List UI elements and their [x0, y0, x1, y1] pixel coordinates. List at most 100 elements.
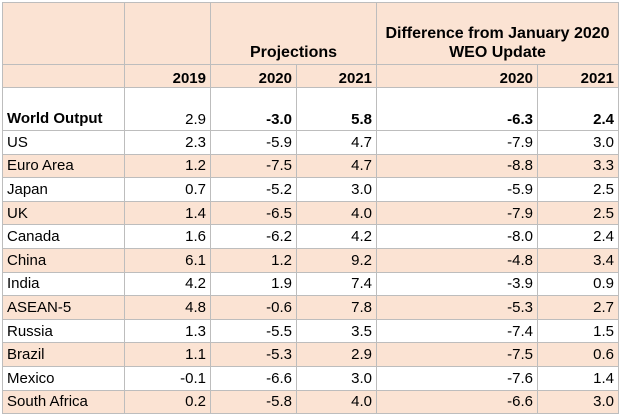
value-2020-diff: -6.6 [376, 389, 539, 415]
table-row: UK 1.4 -6.5 4.0 -7.9 2.5 [2, 200, 620, 226]
row-name: South Africa [2, 389, 125, 415]
value-2021-diff: 3.0 [537, 389, 620, 415]
value-2021-proj: 2.9 [295, 342, 378, 367]
value-2021-proj: 5.8 [295, 87, 378, 131]
value-2020-diff: -7.6 [376, 365, 539, 391]
year-header-2020-proj: 2020 [210, 64, 297, 88]
value-2019: 0.2 [124, 389, 211, 415]
value-2021-diff: 0.6 [537, 342, 620, 367]
table-row: Russia 1.3 -5.5 3.5 -7.4 1.5 [2, 318, 620, 344]
value-2020-diff: -8.0 [376, 224, 539, 249]
value-2021-diff: 2.4 [537, 87, 620, 131]
value-2020-proj: -3.0 [210, 87, 297, 131]
table-row: Canada 1.6 -6.2 4.2 -8.0 2.4 [2, 224, 620, 249]
value-2020-diff: -5.3 [376, 295, 539, 320]
value-2020-diff: -7.5 [376, 342, 539, 367]
year-header-2021-proj: 2021 [295, 64, 378, 88]
value-2021-proj: 3.0 [295, 177, 378, 202]
value-2019: 4.2 [124, 271, 211, 297]
row-name: World Output [2, 87, 125, 131]
header-blank-cell [124, 2, 211, 65]
value-2021-diff: 2.4 [537, 224, 620, 249]
value-2021-proj: 4.7 [295, 153, 378, 179]
value-2020-proj: -5.9 [210, 130, 297, 155]
value-2020-diff: -7.4 [376, 318, 539, 344]
year-header-2019: 2019 [124, 64, 211, 88]
value-2020-diff: -5.9 [376, 177, 539, 202]
value-2021-diff: 2.7 [537, 295, 620, 320]
value-2021-diff: 3.0 [537, 130, 620, 155]
value-2020-proj: -7.5 [210, 153, 297, 179]
header-blank-cell [2, 2, 125, 65]
value-2021-proj: 3.5 [295, 318, 378, 344]
value-2020-proj: -6.5 [210, 200, 297, 226]
value-2020-proj: -6.6 [210, 365, 297, 391]
value-2021-proj: 4.7 [295, 130, 378, 155]
value-2020-proj: -0.6 [210, 295, 297, 320]
value-2021-proj: 4.2 [295, 224, 378, 249]
header-row-groups: Projections Difference from January 2020… [2, 2, 620, 65]
value-2019: 1.6 [124, 224, 211, 249]
table-row: China 6.1 1.2 9.2 -4.8 3.4 [2, 247, 620, 273]
value-2019: 1.3 [124, 318, 211, 344]
table-row: Euro Area 1.2 -7.5 4.7 -8.8 3.3 [2, 153, 620, 179]
row-name: Euro Area [2, 153, 125, 179]
value-2020-diff: -7.9 [376, 130, 539, 155]
row-name: Russia [2, 318, 125, 344]
table-row: Mexico -0.1 -6.6 3.0 -7.6 1.4 [2, 365, 620, 391]
row-name: US [2, 130, 125, 155]
row-name: Japan [2, 177, 125, 202]
difference-header: Difference from January 2020 WEO Update [376, 2, 620, 65]
row-name: Brazil [2, 342, 125, 367]
value-2020-proj: -5.5 [210, 318, 297, 344]
projections-header: Projections [209, 2, 378, 65]
value-2020-proj: -5.3 [210, 342, 297, 367]
value-2019: -0.1 [124, 365, 211, 391]
value-2021-proj: 4.0 [295, 389, 378, 415]
value-2020-diff: -6.3 [376, 87, 539, 131]
header-row-years: 2019 2020 2021 2020 2021 [2, 64, 620, 88]
value-2021-proj: 7.4 [295, 271, 378, 297]
value-2019: 0.7 [124, 177, 211, 202]
value-2020-diff: -3.9 [376, 271, 539, 297]
value-2019: 2.9 [124, 87, 211, 131]
header-blank-cell [2, 64, 125, 88]
value-2020-proj: -5.8 [210, 389, 297, 415]
table-row: US 2.3 -5.9 4.7 -7.9 3.0 [2, 130, 620, 155]
value-2021-proj: 3.0 [295, 365, 378, 391]
table-row: ASEAN-5 4.8 -0.6 7.8 -5.3 2.7 [2, 295, 620, 320]
table-row: South Africa 0.2 -5.8 4.0 -6.6 3.0 [2, 389, 620, 415]
value-2019: 2.3 [124, 130, 211, 155]
table-row: India 4.2 1.9 7.4 -3.9 0.9 [2, 271, 620, 297]
row-name: ASEAN-5 [2, 295, 125, 320]
value-2020-proj: 1.9 [210, 271, 297, 297]
world-output-row: World Output 2.9 -3.0 5.8 -6.3 2.4 [2, 87, 620, 131]
value-2021-diff: 3.4 [537, 247, 620, 273]
table-row: Brazil 1.1 -5.3 2.9 -7.5 0.6 [2, 342, 620, 367]
value-2021-proj: 7.8 [295, 295, 378, 320]
row-name: India [2, 271, 125, 297]
year-header-2020-diff: 2020 [376, 64, 539, 88]
value-2020-proj: 1.2 [210, 247, 297, 273]
value-2021-diff: 0.9 [537, 271, 620, 297]
value-2020-diff: -4.8 [376, 247, 539, 273]
row-name: UK [2, 200, 125, 226]
value-2019: 1.2 [124, 153, 211, 179]
value-2021-diff: 1.5 [537, 318, 620, 344]
value-2021-diff: 1.4 [537, 365, 620, 391]
value-2020-diff: -7.9 [376, 200, 539, 226]
row-name: China [2, 247, 125, 273]
value-2021-diff: 2.5 [537, 200, 620, 226]
row-name: Canada [2, 224, 125, 249]
value-2020-diff: -8.8 [376, 153, 539, 179]
value-2020-proj: -5.2 [210, 177, 297, 202]
value-2019: 6.1 [124, 247, 211, 273]
value-2021-proj: 9.2 [295, 247, 378, 273]
value-2021-diff: 2.5 [537, 177, 620, 202]
table-row: Japan 0.7 -5.2 3.0 -5.9 2.5 [2, 177, 620, 202]
year-header-2021-diff: 2021 [537, 64, 620, 88]
value-2021-diff: 3.3 [537, 153, 620, 179]
value-2020-proj: -6.2 [210, 224, 297, 249]
value-2021-proj: 4.0 [295, 200, 378, 226]
